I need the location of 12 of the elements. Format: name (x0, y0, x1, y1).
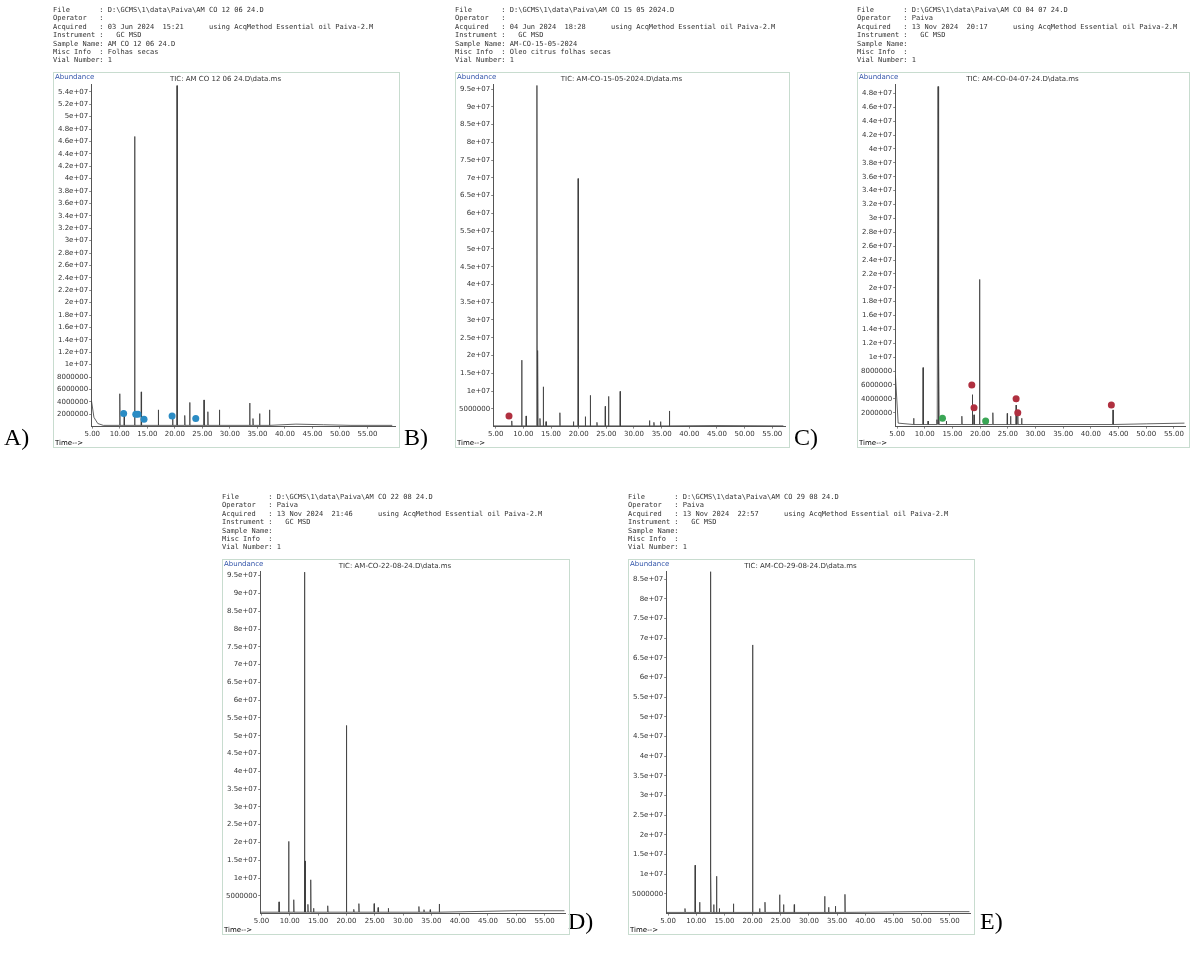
point (970, 404, 978, 412)
text: A) (4, 424, 30, 451)
text: C) (794, 424, 818, 451)
text: B) (404, 424, 428, 451)
point (1107, 401, 1115, 409)
point (1014, 409, 1022, 417)
text: D) (568, 908, 594, 935)
point (1012, 395, 1020, 403)
point (938, 414, 946, 422)
point (968, 381, 976, 389)
text: E) (980, 908, 1003, 935)
point (982, 417, 990, 425)
